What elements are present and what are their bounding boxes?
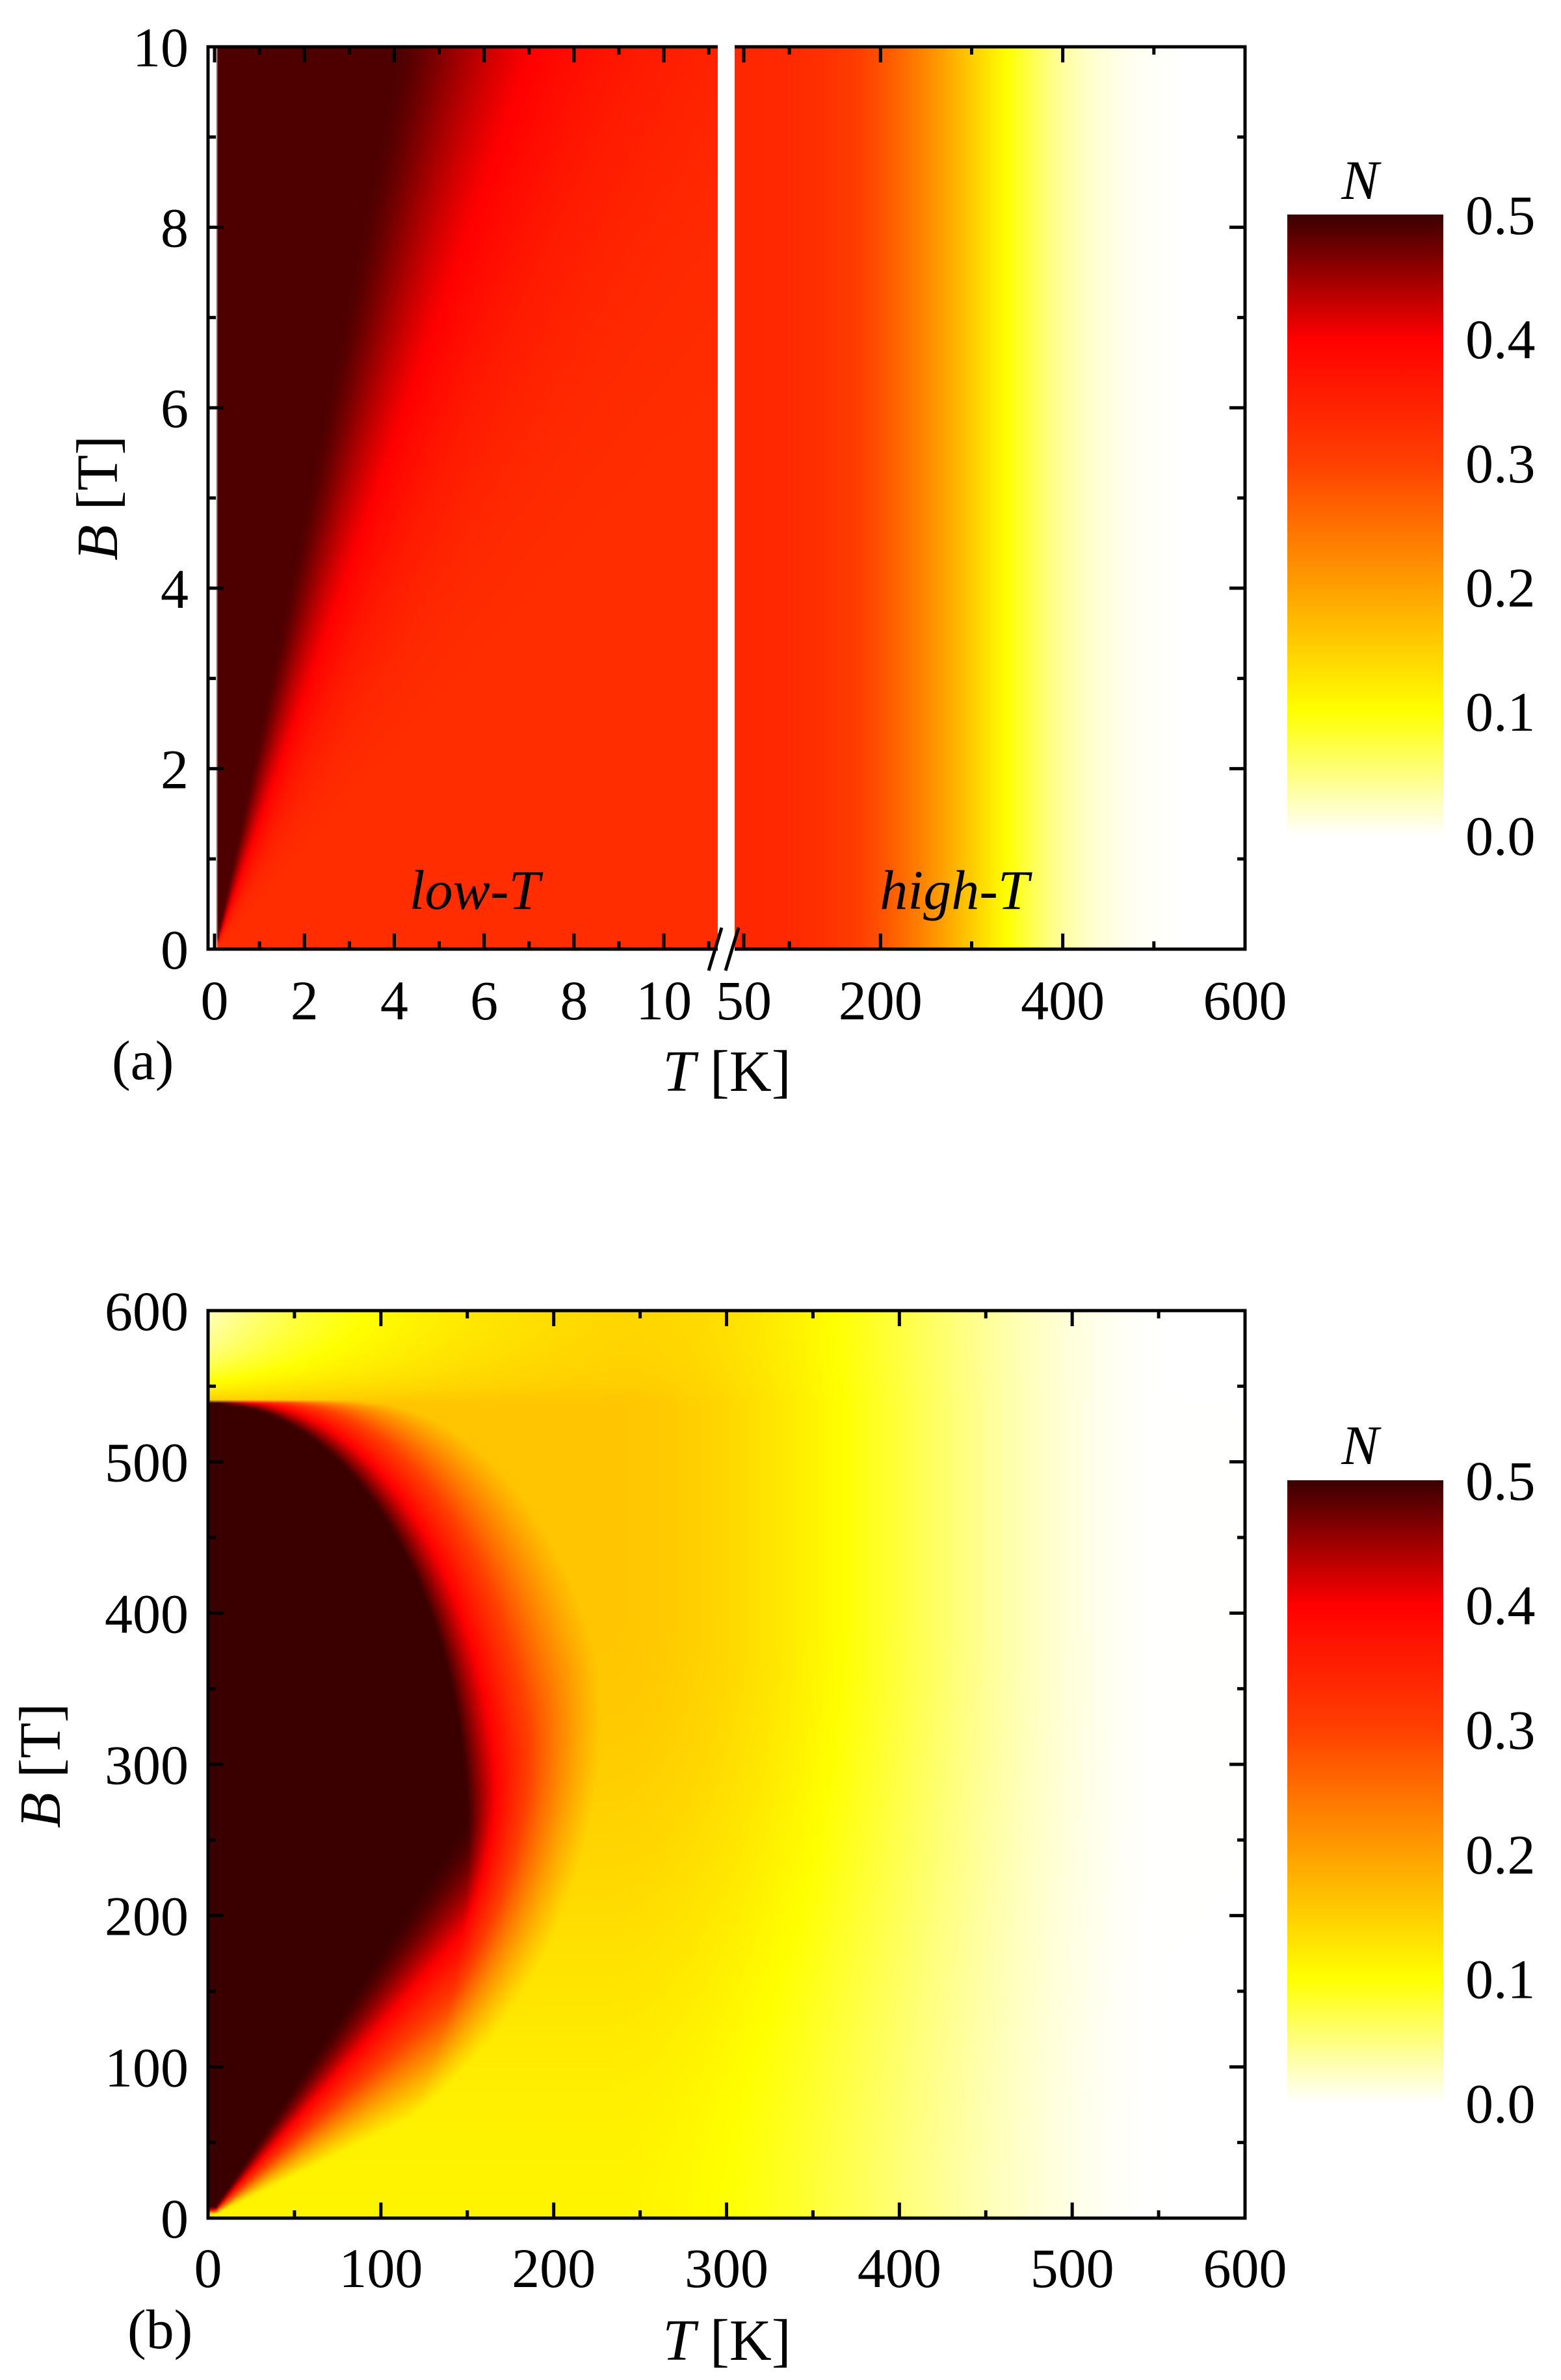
y-tick-label: 4 (161, 558, 189, 620)
x-tick-label: 200 (512, 2237, 596, 2299)
x-tick-label: 300 (685, 2237, 768, 2299)
x-tick-label: 0 (194, 2237, 222, 2299)
x-tick-label: 600 (1203, 969, 1287, 1032)
high-T-region-label: high-T (880, 859, 1032, 921)
panel-b-xticks: 0 100 200 300 400 500 600 (194, 1311, 1287, 2299)
x-tick-label: 50 (716, 969, 772, 1032)
x-tick-label: 400 (1021, 969, 1105, 1032)
axis-break-gap (718, 40, 735, 956)
y-tick-label: 0 (161, 919, 189, 981)
panel-b-tag: (b) (127, 2298, 192, 2360)
colorbar-tick-label: 0.3 (1465, 1699, 1536, 1761)
colorbar-tick-label: 0.5 (1465, 184, 1536, 246)
y-tick-label: 500 (105, 1432, 189, 1494)
heatmap-b (208, 1311, 1245, 2218)
colorbar-tick-label: 0.1 (1465, 1948, 1536, 2010)
y-tick-label: 8 (161, 197, 189, 259)
panel-a-colorbar: N 0.0 0.1 0.2 0.3 0.4 0.5 (1287, 149, 1536, 867)
x-tick-label: 0 (201, 969, 229, 1032)
colorbar-tick-label: 0.2 (1465, 1824, 1536, 1886)
x-tick-label: 2 (291, 969, 319, 1032)
colorbar-tick-label: 0.0 (1465, 2073, 1536, 2135)
x-tick-label: 600 (1203, 2237, 1287, 2299)
panel-a-tag: (a) (112, 1029, 174, 1092)
x-tick-label: 6 (470, 969, 498, 1032)
panel-b-colorbar-gradient (1287, 1480, 1443, 2103)
low-T-region-label: low-T (410, 859, 544, 921)
x-tick-label: 500 (1030, 2237, 1114, 2299)
panel-b-colorbar-labels: 0.0 0.1 0.2 0.3 0.4 0.5 (1465, 1450, 1536, 2135)
panel-a-heatmap (215, 47, 1245, 949)
colorbar-tick-label: 0.3 (1465, 432, 1536, 495)
panel-b-colorbar: N 0.0 0.1 0.2 0.3 0.4 0.5 (1287, 1414, 1536, 2135)
panel-b-yticks: 0 100 200 300 400 500 600 (105, 1280, 1245, 2250)
axis-break-marks (707, 927, 741, 971)
panel-a-colorbar-gradient (1287, 215, 1443, 835)
panel-a-y-axis-title: B [T] (66, 436, 130, 560)
y-tick-label: 400 (105, 1582, 189, 1645)
panel-b-y-axis-title: B [T] (8, 1703, 73, 1828)
y-tick-label: 0 (161, 2188, 189, 2250)
panel-b-heatmap (208, 1311, 1245, 2218)
axis-break-mark-right (724, 927, 741, 971)
x-tick-label: 200 (839, 969, 923, 1032)
panel-b-x-axis-title: T [K] (662, 2308, 791, 2373)
axis-break-mark-left (707, 927, 724, 971)
panel-b-colorbar-title: N (1341, 1414, 1382, 1476)
colorbar-tick-label: 0.4 (1465, 1575, 1536, 1637)
panel-a-x-axis-title: T [K] (662, 1040, 791, 1104)
colorbar-tick-label: 0.0 (1465, 805, 1536, 867)
heatmap-high-T (735, 47, 1245, 949)
colorbar-tick-label: 0.1 (1465, 681, 1536, 743)
panel-a-xticks-low: 0 2 4 6 8 10 (201, 47, 711, 1032)
heatmap-low-T (215, 47, 718, 949)
y-tick-label: 300 (105, 1734, 189, 1796)
x-tick-label: 10 (636, 969, 692, 1032)
panel-a-colorbar-title: N (1341, 149, 1382, 211)
y-tick-label: 600 (105, 1280, 189, 1342)
y-tick-label: 10 (133, 16, 189, 79)
x-tick-label: 4 (380, 969, 408, 1032)
panel-a-colorbar-labels: 0.0 0.1 0.2 0.3 0.4 0.5 (1465, 184, 1536, 867)
panel-b: 0 100 200 300 400 500 600 0100200300400500600 … (8, 1280, 1536, 2373)
y-tick-label: 200 (105, 1885, 189, 1948)
panel-a-yticks: 0 2 4 6 8 10 (133, 16, 1245, 981)
colorbar-tick-label: 0.5 (1465, 1450, 1536, 1512)
panel-a-xticks-high: 50 200 400 600 (716, 47, 1287, 1032)
y-tick-label: 100 (105, 2036, 189, 2099)
x-tick-label: 400 (858, 2237, 941, 2299)
colorbar-tick-label: 0.2 (1465, 556, 1536, 619)
colorbar-tick-label: 0.4 (1465, 308, 1536, 371)
y-tick-label: 2 (161, 738, 189, 800)
x-tick-label: 8 (560, 969, 588, 1032)
y-tick-label: 6 (161, 377, 189, 439)
x-tick-label: 100 (339, 2237, 423, 2299)
